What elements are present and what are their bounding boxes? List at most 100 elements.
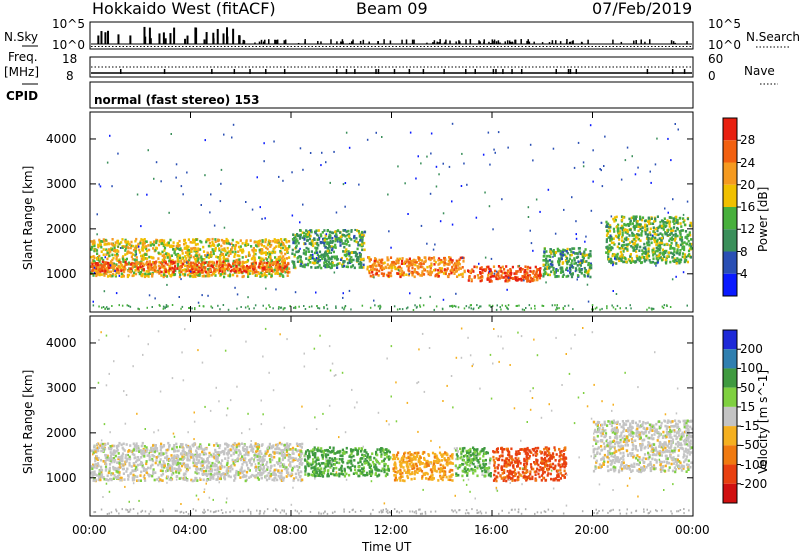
- scatter-cell: [188, 307, 190, 309]
- scatter-cell: [633, 218, 636, 221]
- scatter-cell: [526, 279, 529, 283]
- scatter-cell: [158, 479, 161, 483]
- scatter-cell: [265, 266, 268, 269]
- scatter-cell: [130, 244, 133, 248]
- scatter-cell: [134, 269, 137, 272]
- scatter-cell: [280, 246, 283, 250]
- scatter-cell: [93, 244, 96, 248]
- scatter-cell: [437, 271, 440, 275]
- scatter-cell: [127, 242, 130, 246]
- scatter-cell: [181, 458, 184, 462]
- scatter-cell: [95, 274, 98, 278]
- scatter-cell: [648, 220, 651, 223]
- scatter-cell: [273, 238, 276, 241]
- scatter-cell: [534, 304, 536, 307]
- scatter-cell: [390, 266, 393, 269]
- scatter-cell: [93, 266, 96, 269]
- scatter-cell: [255, 450, 258, 453]
- scatter-cell: [416, 305, 418, 308]
- scatter-cell: [286, 274, 289, 277]
- scatter-cell: [555, 268, 558, 271]
- scatter-cell: [190, 264, 193, 267]
- scatter-cell: [196, 479, 199, 482]
- scatter-cell: [165, 476, 168, 480]
- scatter-cell: [342, 261, 345, 265]
- scatter-cell: [664, 207, 666, 210]
- scatter-cell: [388, 230, 390, 233]
- scatter-cell: [686, 304, 688, 307]
- scatter-cell: [242, 473, 246, 477]
- scatter-cell: [116, 461, 119, 464]
- scatter-cell: [182, 462, 185, 466]
- scatter-cell: [429, 273, 432, 277]
- scatter-cell: [682, 271, 685, 274]
- scatter-cell: [620, 224, 623, 228]
- scatter-cell: [232, 264, 235, 268]
- scatter-cell: [112, 477, 115, 480]
- scatter-cell: [461, 266, 464, 269]
- scatter-cell: [175, 176, 177, 179]
- scatter-cell: [148, 255, 151, 259]
- scatter-cell: [588, 267, 591, 271]
- scatter-cell: [111, 305, 113, 307]
- scatter-cell: [613, 220, 616, 223]
- scatter-cell: [620, 178, 623, 181]
- scatter-cell: [656, 249, 659, 253]
- scatter-cell: [551, 304, 554, 307]
- scatter-cell: [673, 222, 676, 226]
- scatter-cell: [564, 249, 567, 252]
- scatter-cell: [265, 452, 268, 455]
- scatter-cell: [188, 269, 191, 272]
- scatter-cell: [258, 468, 261, 471]
- scatter-cell: [641, 253, 644, 256]
- scatter-cell: [360, 266, 363, 269]
- scatter-cell: [664, 232, 667, 236]
- scatter-cell: [270, 472, 273, 476]
- scatter-cell: [143, 263, 146, 267]
- scatter-cell: [331, 264, 334, 268]
- scatter-cell: [361, 248, 364, 252]
- scatter-cell: [128, 273, 131, 277]
- scatter-cell: [285, 450, 289, 454]
- scatter-cell: [134, 239, 137, 243]
- scatter-cell: [214, 238, 217, 241]
- scatter-cell: [654, 163, 657, 166]
- scatter-cell: [611, 253, 615, 256]
- scatter-cell: [419, 274, 422, 277]
- scatter-cell: [140, 470, 143, 474]
- scatter-cell: [220, 168, 223, 171]
- scatter-cell: [648, 231, 651, 234]
- scatter-cell: [222, 257, 225, 260]
- scatter-cell: [342, 296, 344, 299]
- scatter-cell: [218, 256, 221, 259]
- scatter-cell: [488, 267, 491, 271]
- scatter-cell: [417, 257, 420, 260]
- scatter-cell: [95, 455, 98, 458]
- scatter-cell: [142, 268, 145, 271]
- scatter-cell: [686, 260, 689, 264]
- scatter-cell: [669, 247, 672, 250]
- scatter-cell: [143, 257, 146, 260]
- scatter-cell: [328, 246, 331, 249]
- scatter-cell: [179, 443, 183, 446]
- scatter-cell: [167, 269, 171, 272]
- scatter-cell: [634, 218, 637, 221]
- scatter-cell: [487, 131, 490, 134]
- scatter-cell: [430, 152, 432, 155]
- scatter-cell: [233, 260, 237, 263]
- scatter-cell: [325, 259, 328, 263]
- scatter-cell: [219, 467, 222, 471]
- scatter-cell: [457, 306, 460, 309]
- scatter-cell: [156, 449, 159, 453]
- scatter-cell: [492, 265, 496, 268]
- scatter-cell: [188, 258, 191, 262]
- scatter-cell: [146, 249, 149, 253]
- scatter-cell: [208, 472, 211, 476]
- scatter-cell: [284, 307, 286, 310]
- scatter-cell: [654, 236, 657, 240]
- scatter-cell: [370, 268, 373, 271]
- scatter-cell: [153, 450, 156, 453]
- noise-bar: [254, 42, 256, 44]
- scatter-cell: [589, 275, 592, 279]
- scatter-cell: [539, 274, 542, 277]
